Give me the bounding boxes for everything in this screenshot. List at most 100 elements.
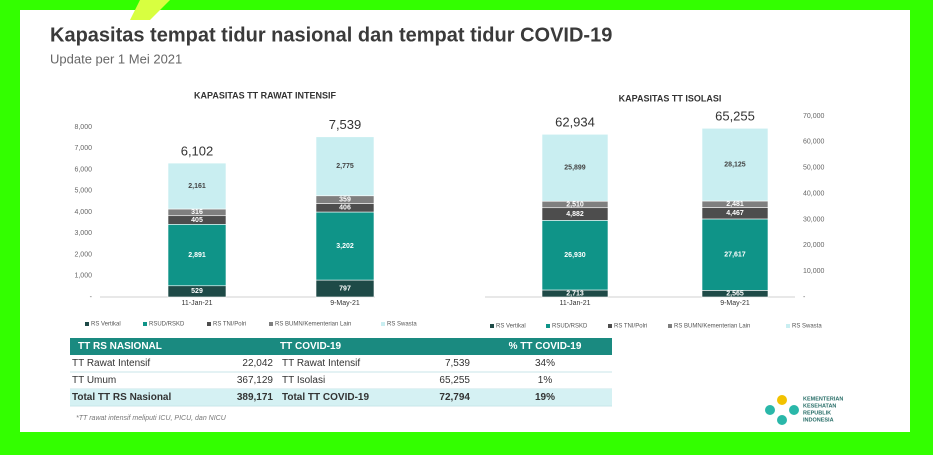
y-tick-label: 5,000 bbox=[74, 188, 92, 195]
table-cell: 72,794 bbox=[439, 392, 470, 403]
data-label: 26,930 bbox=[564, 252, 586, 259]
legend-label: RS Vertikal bbox=[91, 322, 121, 328]
data-label: 405 bbox=[191, 217, 203, 224]
table-header: % TT COVID-19 bbox=[509, 341, 582, 352]
table-cell: TT Rawat Intensif bbox=[282, 358, 360, 369]
logo-text: INDONESIA bbox=[803, 417, 834, 423]
data-label: 406 bbox=[339, 205, 351, 212]
logo-dot bbox=[777, 415, 787, 425]
y-tick-label: 40,000 bbox=[803, 190, 825, 197]
y-tick-label: 6,000 bbox=[74, 166, 92, 173]
legend-label: RS TNI/Polri bbox=[213, 322, 246, 328]
data-label: 2,481 bbox=[726, 201, 744, 208]
data-label: 25,899 bbox=[564, 165, 586, 172]
legend-label: RSUD/RSKD bbox=[552, 324, 588, 330]
data-label: 2,775 bbox=[336, 163, 354, 170]
legend-label: RS BUMN/Kementerian Lain bbox=[674, 324, 750, 330]
slide-subtitle: Update per 1 Mei 2021 bbox=[50, 51, 182, 66]
table-cell: 65,255 bbox=[439, 375, 470, 386]
data-label: 2,161 bbox=[188, 183, 206, 190]
y-tick-label: 20,000 bbox=[803, 242, 825, 249]
legend-swatch bbox=[786, 324, 790, 328]
total-label: 65,255 bbox=[715, 109, 755, 124]
table-cell: 34% bbox=[535, 358, 555, 369]
data-label: 28,125 bbox=[724, 161, 746, 168]
y-tick-label: - bbox=[803, 294, 806, 301]
table-cell: 367,129 bbox=[237, 375, 274, 386]
data-label: 316 bbox=[191, 209, 203, 216]
legend-label: RS BUMN/Kementerian Lain bbox=[275, 322, 351, 328]
logo-text: KEMENTERIAN bbox=[803, 396, 843, 402]
table-cell: 1% bbox=[538, 375, 553, 386]
legend-swatch bbox=[490, 324, 494, 328]
data-label: 359 bbox=[339, 196, 351, 203]
y-tick-label: 50,000 bbox=[803, 165, 825, 172]
logo-dot bbox=[789, 405, 799, 415]
decor bbox=[130, 0, 170, 20]
x-tick-label: 9-May-21 bbox=[330, 300, 360, 307]
bar-segment bbox=[541, 220, 609, 291]
y-tick-label: 3,000 bbox=[74, 230, 92, 237]
logo bbox=[765, 395, 799, 425]
x-tick-label: 11-Jan-21 bbox=[559, 300, 590, 307]
legend-swatch bbox=[85, 322, 89, 326]
table-cell: TT Isolasi bbox=[282, 375, 325, 386]
y-tick-label: 7,000 bbox=[74, 145, 92, 152]
bar-segment bbox=[315, 211, 375, 281]
table-header: TT RS NASIONAL bbox=[78, 341, 162, 352]
y-tick-label: 30,000 bbox=[803, 216, 825, 223]
table-cell: Total TT RS Nasional bbox=[72, 392, 171, 403]
total-label: 7,539 bbox=[329, 117, 362, 132]
legend-swatch bbox=[546, 324, 550, 328]
y-tick-label: 10,000 bbox=[803, 268, 825, 275]
table-cell: 7,539 bbox=[445, 358, 470, 369]
data-label: 2,565 bbox=[726, 291, 744, 298]
slide-title: Kapasitas tempat tidur nasional dan temp… bbox=[50, 24, 612, 46]
footnote: *TT rawat intensif meliputi ICU, PICU, d… bbox=[76, 415, 227, 422]
table-row-bg bbox=[70, 389, 612, 406]
bar-segment bbox=[167, 162, 227, 210]
legend-swatch bbox=[143, 322, 147, 326]
table-header: TT COVID-19 bbox=[280, 341, 342, 352]
bar-segment bbox=[315, 136, 375, 197]
table-cell: 22,042 bbox=[242, 358, 273, 369]
data-label: 2,891 bbox=[188, 252, 206, 259]
data-label: 4,882 bbox=[566, 211, 584, 218]
legend-label: RSUD/RSKD bbox=[149, 322, 185, 328]
table-header-bg bbox=[70, 338, 612, 355]
logo-text: REPUBLIK bbox=[803, 410, 831, 416]
data-label: 27,617 bbox=[724, 252, 746, 259]
data-label: 2,510 bbox=[566, 201, 584, 208]
legend-swatch bbox=[269, 322, 273, 326]
legend-label: RS TNI/Polri bbox=[614, 324, 647, 330]
x-tick-label: 11-Jan-21 bbox=[181, 300, 212, 307]
total-label: 6,102 bbox=[181, 144, 214, 159]
table-cell: TT Rawat Intensif bbox=[72, 358, 150, 369]
data-label: 4,467 bbox=[726, 210, 744, 217]
table-cell: 389,171 bbox=[237, 392, 274, 403]
legend-swatch bbox=[381, 322, 385, 326]
y-tick-label: 4,000 bbox=[74, 209, 92, 216]
table-cell: 19% bbox=[535, 392, 555, 403]
data-label: 2,713 bbox=[566, 290, 584, 297]
legend-swatch bbox=[608, 324, 612, 328]
y-tick-label: 2,000 bbox=[74, 251, 92, 258]
y-tick-label: 70,000 bbox=[803, 113, 825, 120]
bar-segment bbox=[541, 133, 609, 202]
logo-text: KESEHATAN bbox=[803, 403, 836, 409]
y-tick-label: 1,000 bbox=[74, 273, 92, 280]
y-tick-label: 8,000 bbox=[74, 124, 92, 131]
legend-swatch bbox=[668, 324, 672, 328]
y-tick-label: - bbox=[90, 294, 93, 301]
bar-segment bbox=[701, 218, 769, 291]
legend-label: RS Swasta bbox=[792, 324, 822, 330]
data-label: 3,202 bbox=[336, 243, 354, 250]
table-cell: TT Umum bbox=[72, 375, 116, 386]
chart-title: KAPASITAS TT RAWAT INTENSIF bbox=[194, 90, 336, 100]
x-tick-label: 9-May-21 bbox=[720, 300, 750, 307]
table-cell: Total TT COVID-19 bbox=[282, 392, 369, 403]
data-label: 797 bbox=[339, 285, 351, 292]
legend-label: RS Swasta bbox=[387, 322, 417, 328]
